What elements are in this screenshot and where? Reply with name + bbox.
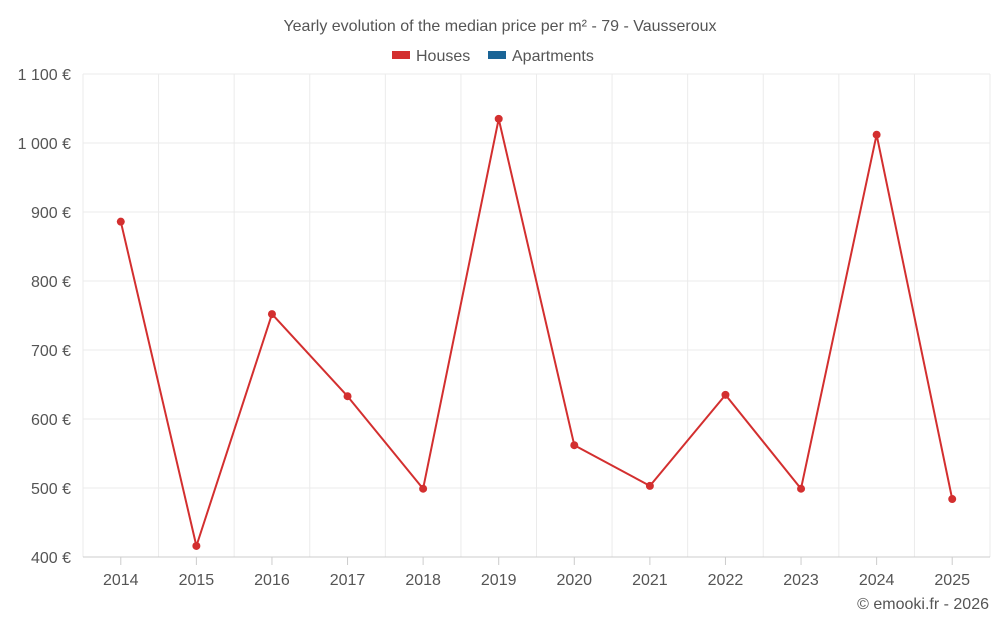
x-tick-label: 2025	[934, 572, 970, 589]
y-tick-label: 400 €	[31, 550, 71, 567]
data-point-houses[interactable]	[645, 481, 654, 490]
data-point-houses[interactable]	[343, 392, 352, 401]
x-tick-label: 2019	[481, 572, 517, 589]
y-tick-label: 1 000 €	[18, 136, 71, 153]
x-tick-label: 2023	[783, 572, 819, 589]
data-point-houses[interactable]	[570, 441, 579, 450]
x-tick-label: 2015	[179, 572, 215, 589]
data-point-houses[interactable]	[267, 310, 276, 319]
y-tick-label: 900 €	[31, 205, 71, 222]
y-tick-label: 500 €	[31, 481, 71, 498]
data-point-houses[interactable]	[721, 390, 730, 399]
legend-swatch-houses	[392, 51, 410, 59]
grid	[82, 73, 991, 557]
y-tick-label: 800 €	[31, 274, 71, 291]
data-point-houses[interactable]	[116, 217, 125, 226]
legend-swatch-apartments	[488, 51, 506, 59]
x-tick-label: 2018	[405, 572, 441, 589]
x-tick-label: 2017	[330, 572, 366, 589]
x-tick-label: 2020	[556, 572, 592, 589]
data-point-houses[interactable]	[797, 484, 806, 493]
x-tick-label: 2024	[859, 572, 895, 589]
data-point-houses[interactable]	[419, 484, 428, 493]
series-layer	[116, 114, 957, 550]
legend: Houses Apartments	[392, 48, 594, 65]
x-tick-label: 2014	[103, 572, 139, 589]
legend-label-apartments: Apartments	[512, 48, 594, 65]
legend-item-apartments[interactable]: Apartments	[488, 48, 594, 65]
x-tick-label: 2021	[632, 572, 668, 589]
data-point-houses[interactable]	[494, 114, 503, 123]
y-tick-label: 600 €	[31, 412, 71, 429]
data-point-houses[interactable]	[948, 495, 957, 504]
x-tick-label: 2022	[708, 572, 744, 589]
x-tick-label: 2016	[254, 572, 290, 589]
y-tick-label: 1 100 €	[18, 67, 71, 84]
legend-item-houses[interactable]: Houses	[392, 48, 470, 65]
data-point-houses[interactable]	[872, 130, 881, 139]
series-line-houses	[119, 117, 954, 547]
y-tick-label: 700 €	[31, 343, 71, 360]
chart-title: Yearly evolution of the median price per…	[283, 18, 716, 35]
credit-text: © emooki.fr - 2026	[857, 596, 989, 613]
data-point-houses[interactable]	[192, 541, 201, 550]
legend-label-houses: Houses	[416, 48, 470, 65]
axes: 400 € 500 € 600 € 700 € 800 € 900 € 1 000 € 1 1…	[18, 67, 990, 589]
